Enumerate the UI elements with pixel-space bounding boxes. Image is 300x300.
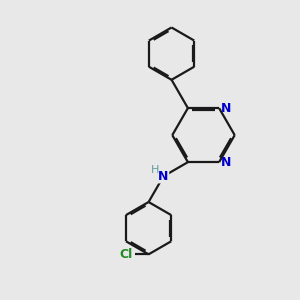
Text: H: H xyxy=(151,165,159,175)
Text: N: N xyxy=(220,156,231,169)
Text: Cl: Cl xyxy=(120,248,133,261)
Text: N: N xyxy=(158,170,169,183)
Text: N: N xyxy=(220,102,231,115)
